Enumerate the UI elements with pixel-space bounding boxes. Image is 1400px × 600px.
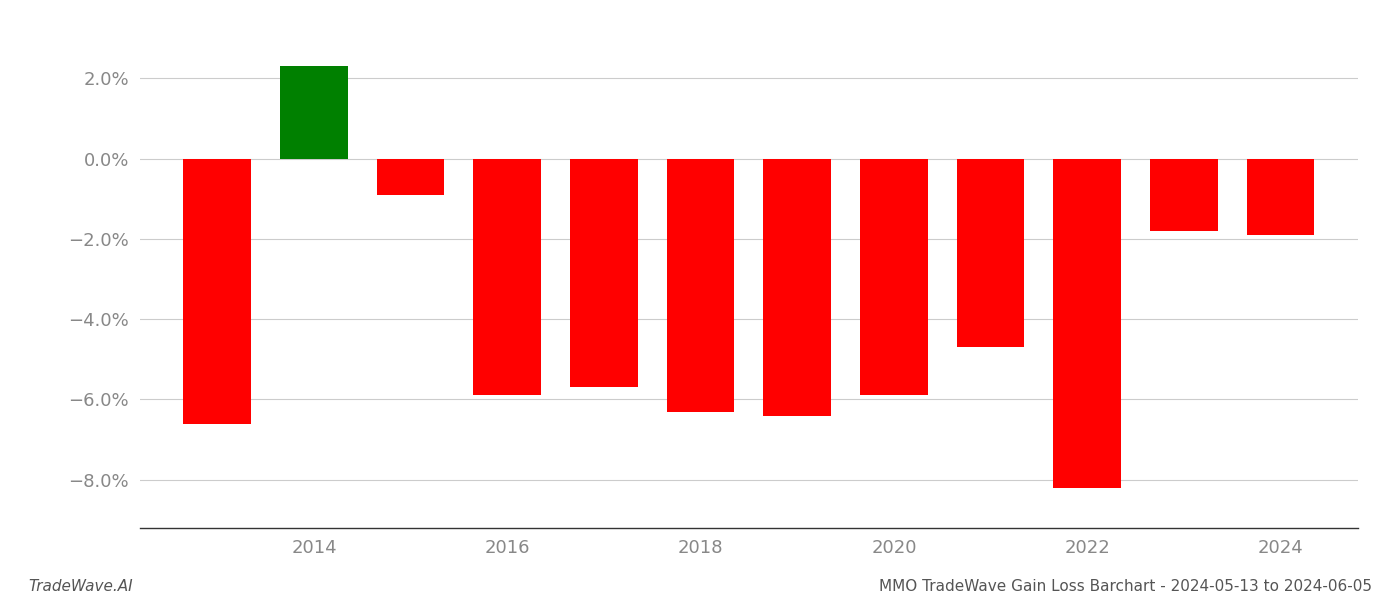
Bar: [473, 158, 542, 395]
Bar: [570, 158, 638, 388]
Bar: [763, 158, 832, 416]
Bar: [1151, 158, 1218, 231]
Bar: [860, 158, 928, 395]
Bar: [666, 158, 735, 412]
Bar: [377, 158, 444, 194]
Text: MMO TradeWave Gain Loss Barchart - 2024-05-13 to 2024-06-05: MMO TradeWave Gain Loss Barchart - 2024-…: [879, 579, 1372, 594]
Bar: [1053, 158, 1121, 488]
Bar: [1247, 158, 1315, 235]
Text: TradeWave.AI: TradeWave.AI: [28, 579, 133, 594]
Bar: [956, 158, 1025, 347]
Bar: [280, 66, 347, 158]
Bar: [183, 158, 251, 424]
